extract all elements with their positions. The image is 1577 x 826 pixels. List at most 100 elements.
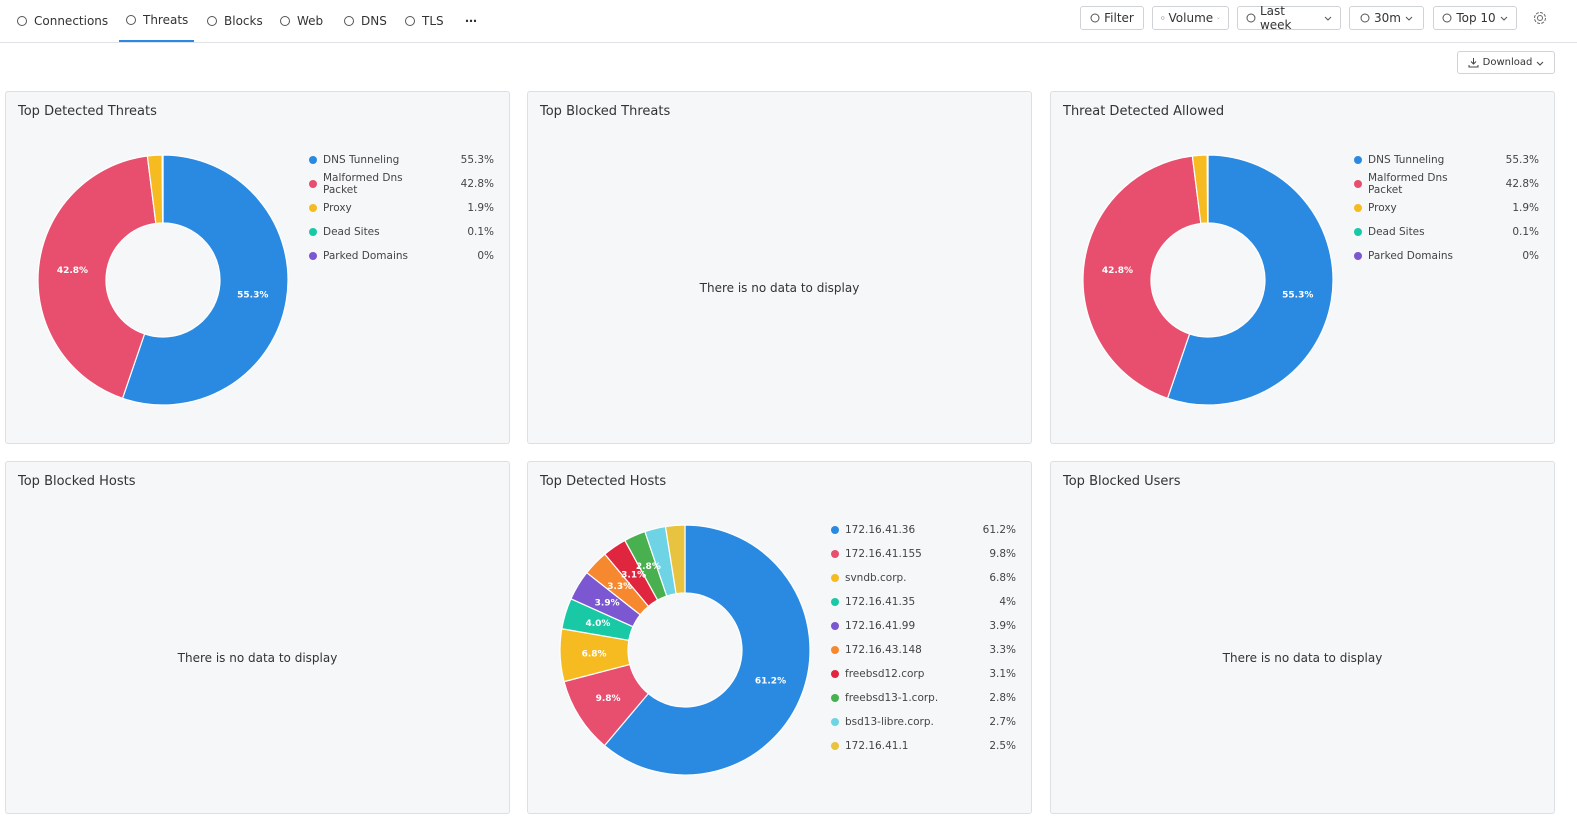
tab[interactable]: Connections [10,0,114,42]
more-button[interactable]: ⋯ [465,14,477,28]
legend-dot [309,156,317,164]
tab-label: Web [297,14,324,28]
legend-item[interactable]: 172.16.41.99 3.9% [831,614,1016,638]
legend-label: Parked Domains [1368,250,1453,262]
legend-item[interactable]: 172.16.41.35 4% [831,590,1016,614]
toolbar-button[interactable]: Volume [1152,6,1229,30]
legend-item[interactable]: svndb.corp. 6.8% [831,566,1016,590]
legend-value: 3.1% [989,668,1016,680]
legend-item[interactable]: Malformed Dns Packet 42.8% [309,172,494,196]
donut-slice [1082,155,1202,400]
tab[interactable]: TLS [398,0,450,42]
nav-bar: Connections Threats Blocks Web DNS TLS ⋯ Filter… [0,0,1577,43]
tab-label: Connections [34,14,109,28]
toolbar-button[interactable]: Last week [1237,4,1341,32]
icon-shape [1161,16,1165,20]
legend-label: 172.16.41.155 [845,548,922,560]
panel-title: Top Blocked Threats [540,104,671,119]
legend-value: 0% [477,250,494,262]
legend-item[interactable]: Proxy 1.9% [1354,196,1539,220]
toolbar-button[interactable]: 30m [1349,6,1424,30]
icon-shape [405,16,415,26]
legend-value: 55.3% [460,154,494,166]
slice-label: 61.2% [755,677,786,687]
slice-label: 4.0% [585,619,610,629]
button-icon [1360,13,1370,23]
tab[interactable]: Threats [119,0,195,42]
tab[interactable]: Web [273,0,329,42]
donut-slice [161,154,164,224]
legend-label: Proxy [1368,202,1397,214]
tab-label: TLS [422,14,444,28]
legend-item[interactable]: 172.16.41.1 2.5% [831,734,1016,758]
donut-chart: 55.3% 42.8% [37,154,289,406]
download-icon [1468,58,1479,68]
icon-shape [126,15,136,25]
legend-label: Proxy [323,202,352,214]
legend-label: 172.16.41.99 [845,620,916,632]
legend-item[interactable]: Parked Domains 0% [1354,244,1539,268]
legend-item[interactable]: Dead Sites 0.1% [309,220,494,244]
legend-item[interactable]: DNS Tunneling 55.3% [1354,148,1539,172]
chevron [1500,16,1508,21]
empty-message: There is no data to display [177,651,338,665]
empty-message: There is no data to display [1222,651,1383,665]
empty-message: There is no data to display [699,281,860,295]
legend-dot [1354,156,1362,164]
legend-item[interactable]: 172.16.43.148 3.3% [831,638,1016,662]
slice-label: 6.8% [582,649,607,659]
donut-slice [1206,154,1209,224]
legend-item[interactable]: DNS Tunneling 55.3% [309,148,494,172]
settings-icon[interactable] [1533,11,1547,25]
legend-label: 172.16.41.35 [845,596,916,608]
legend: DNS Tunneling 55.3% Malformed Dns Packet 42… [1354,148,1539,268]
chevron-shape [1500,16,1508,21]
legend-value: 6.8% [989,572,1016,584]
legend-dot [831,718,839,726]
legend-dot [1354,252,1362,260]
tab-icon [207,16,217,26]
legend-item[interactable]: Malformed Dns Packet 42.8% [1354,172,1539,196]
chart-panel: 55.3% 42.8% DNS Tunneling 55.3% Malformed Dn… [5,91,510,444]
toolbar-button[interactable]: Top 10 [1433,6,1517,30]
download-button[interactable]: Download [1457,51,1555,74]
legend-item[interactable]: bsd13-libre.corp. 2.7% [831,710,1016,734]
tab[interactable]: Blocks [200,0,269,42]
legend-dot [831,742,839,750]
legend-value: 42.8% [1505,178,1539,190]
legend-item[interactable]: 172.16.41.155 9.8% [831,542,1016,566]
tab[interactable]: DNS [337,0,393,42]
panel-title: Top Blocked Users [1063,474,1181,489]
slice-label: 42.8% [1102,266,1133,276]
panel-title: Threat Detected Allowed [1063,104,1225,119]
legend-label: Malformed Dns Packet [323,172,403,196]
chart-panel: There is no data to display Top Blocked U… [1050,461,1555,814]
legend-item[interactable]: Parked Domains 0% [309,244,494,268]
legend-item[interactable]: Proxy 1.9% [309,196,494,220]
legend-label: freebsd13-1.corp. [845,692,939,704]
chart-panel: There is no data to display Top Blocked T… [527,91,1032,444]
chart-panel: 55.3% 42.8% DNS Tunneling 55.3% Malformed Dn… [1050,91,1555,444]
donut-slice [121,154,289,406]
legend-value: 1.9% [467,202,494,214]
legend-item[interactable]: 172.16.41.36 61.2% [831,518,1016,542]
legend-value: 55.3% [1505,154,1539,166]
legend-dot [309,228,317,236]
donut-slice [603,524,811,776]
button-icon [1161,16,1165,20]
chart-panel: There is no data to display Top Blocked H… [5,461,510,814]
button-icon [1442,13,1452,23]
tab-icon [405,16,415,26]
legend-label: Dead Sites [1368,226,1425,238]
toolbar-button[interactable]: Filter [1080,6,1144,30]
icon-shape [1246,13,1256,23]
legend-label: 172.16.43.148 [845,644,922,656]
legend-item[interactable]: Dead Sites 0.1% [1354,220,1539,244]
legend-dot [831,670,839,678]
legend-item[interactable]: freebsd13-1.corp. 2.8% [831,686,1016,710]
legend-value: 42.8% [460,178,494,190]
tab-icon [17,16,27,26]
legend-dot [1354,228,1362,236]
legend-item[interactable]: freebsd12.corp 3.1% [831,662,1016,686]
panel-title: Top Detected Threats [18,104,157,119]
